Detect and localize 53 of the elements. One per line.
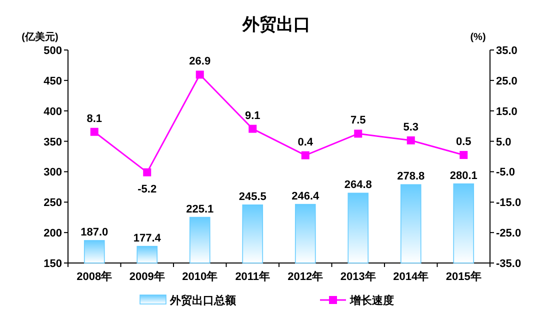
data-label: 7.5 bbox=[350, 114, 366, 127]
data-label: 225.1 bbox=[186, 203, 214, 216]
y-tick-label: 200 bbox=[44, 228, 62, 240]
y-tick-label: 150 bbox=[44, 258, 62, 270]
data-label: 8.1 bbox=[86, 112, 102, 125]
y-tick-label: 400 bbox=[44, 106, 62, 118]
point bbox=[248, 124, 257, 133]
y-tick-label: 250 bbox=[44, 197, 62, 210]
point bbox=[460, 150, 468, 159]
data-label: 246.4 bbox=[292, 190, 320, 202]
y2-tick-label: -35.0 bbox=[496, 258, 522, 270]
x-tick-label: 2011年 bbox=[235, 270, 270, 283]
y2-tick-label: 25.0 bbox=[496, 75, 518, 88]
y-axis-title: (亿美元) bbox=[22, 31, 58, 43]
y-tick-label: 350 bbox=[44, 136, 62, 148]
point bbox=[406, 136, 415, 144]
data-label: 245.5 bbox=[238, 190, 266, 203]
point bbox=[90, 128, 98, 136]
x-tick-label: 2014年 bbox=[393, 270, 429, 283]
chart-title: 外贸出口 bbox=[242, 15, 310, 34]
data-label: 26.9 bbox=[189, 56, 211, 68]
y-tick-label: 300 bbox=[44, 166, 62, 179]
legend-label: 外贸出口总额 bbox=[169, 294, 237, 307]
data-label: 177.4 bbox=[133, 232, 162, 244]
data-label: 278.8 bbox=[397, 170, 425, 183]
y-tick-label: 450 bbox=[44, 75, 62, 88]
y2-tick-label: 5.0 bbox=[496, 136, 512, 148]
data-label: 280.1 bbox=[450, 170, 478, 182]
data-label: -5.2 bbox=[138, 183, 157, 196]
data-label: 187.0 bbox=[80, 226, 108, 238]
x-tick-label: 2013年 bbox=[340, 270, 376, 283]
x-tick-label: 2012年 bbox=[288, 270, 324, 283]
x-tick-label: 2015年 bbox=[446, 270, 482, 283]
x-tick-label: 2009年 bbox=[129, 270, 165, 283]
y2-axis-title: (%) bbox=[470, 32, 486, 43]
point bbox=[301, 151, 310, 160]
point bbox=[143, 168, 152, 176]
x-tick-label: 2010年 bbox=[182, 270, 218, 283]
data-label: 0.5 bbox=[456, 136, 472, 148]
data-label: 9.1 bbox=[244, 110, 260, 122]
y2-tick-label: 35.0 bbox=[496, 45, 518, 57]
y2-tick-label: -25.0 bbox=[496, 228, 522, 240]
point bbox=[354, 130, 362, 138]
y2-tick-label: -15.0 bbox=[496, 197, 522, 210]
data-label: 264.8 bbox=[344, 179, 372, 192]
data-label: 5.3 bbox=[403, 121, 419, 134]
y2-tick-label: 15.0 bbox=[496, 106, 518, 118]
y-tick-label: 500 bbox=[44, 45, 62, 57]
data-label: 0.4 bbox=[298, 136, 314, 148]
x-tick-label: 2008年 bbox=[76, 270, 112, 283]
legend-label: 增长速度 bbox=[349, 294, 394, 307]
y2-tick-label: -5.0 bbox=[496, 166, 515, 179]
point bbox=[196, 70, 204, 79]
